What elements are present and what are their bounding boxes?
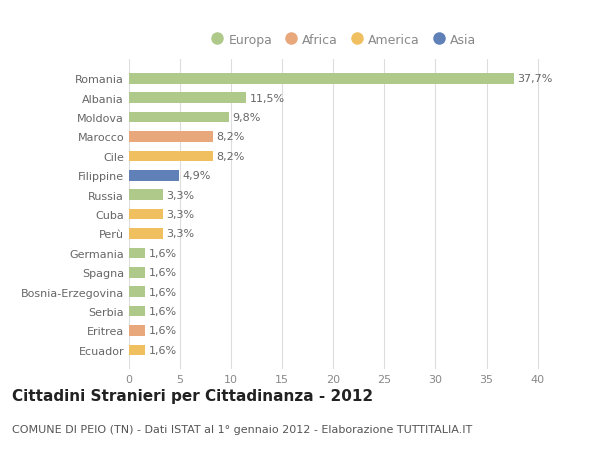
- Text: 1,6%: 1,6%: [148, 307, 176, 316]
- Bar: [129, 112, 229, 123]
- Text: 8,2%: 8,2%: [216, 132, 244, 142]
- Text: 1,6%: 1,6%: [148, 326, 176, 336]
- Bar: [129, 229, 163, 239]
- Bar: [129, 267, 145, 278]
- Text: 1,6%: 1,6%: [148, 345, 176, 355]
- Bar: [129, 306, 145, 317]
- Text: 37,7%: 37,7%: [517, 74, 553, 84]
- Text: 1,6%: 1,6%: [148, 248, 176, 258]
- Bar: [129, 325, 145, 336]
- Text: 3,3%: 3,3%: [166, 210, 194, 219]
- Bar: [129, 345, 145, 355]
- Bar: [129, 132, 213, 142]
- Text: 4,9%: 4,9%: [182, 171, 211, 181]
- Bar: [129, 151, 213, 162]
- Text: Cittadini Stranieri per Cittadinanza - 2012: Cittadini Stranieri per Cittadinanza - 2…: [12, 388, 373, 403]
- Legend: Europa, Africa, America, Asia: Europa, Africa, America, Asia: [206, 29, 481, 52]
- Text: 1,6%: 1,6%: [148, 287, 176, 297]
- Bar: [129, 190, 163, 201]
- Bar: [129, 93, 247, 104]
- Text: 9,8%: 9,8%: [232, 113, 260, 123]
- Text: 8,2%: 8,2%: [216, 151, 244, 162]
- Text: COMUNE DI PEIO (TN) - Dati ISTAT al 1° gennaio 2012 - Elaborazione TUTTITALIA.IT: COMUNE DI PEIO (TN) - Dati ISTAT al 1° g…: [12, 425, 472, 435]
- Bar: [129, 287, 145, 297]
- Text: 3,3%: 3,3%: [166, 190, 194, 200]
- Bar: [129, 209, 163, 220]
- Text: 3,3%: 3,3%: [166, 229, 194, 239]
- Text: 11,5%: 11,5%: [250, 94, 284, 103]
- Text: 1,6%: 1,6%: [148, 268, 176, 278]
- Bar: [129, 248, 145, 258]
- Bar: [129, 171, 179, 181]
- Bar: [129, 74, 514, 84]
